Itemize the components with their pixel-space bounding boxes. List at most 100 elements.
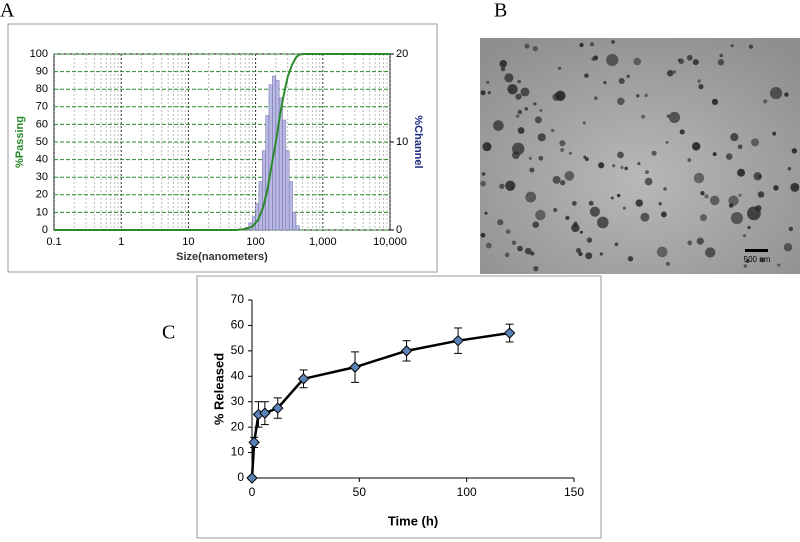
particle	[497, 219, 504, 226]
y-tick-label: 20	[36, 189, 48, 201]
particle	[711, 98, 719, 105]
particle	[717, 59, 725, 66]
particle	[641, 114, 646, 119]
particle	[787, 167, 792, 171]
particle	[666, 114, 670, 118]
particle	[738, 193, 742, 197]
particle	[784, 92, 789, 97]
particle	[524, 43, 530, 49]
y-tick-label: 70	[36, 101, 48, 113]
particle	[651, 150, 657, 156]
particle	[750, 138, 759, 147]
cumulative-line	[54, 53, 390, 231]
particle	[505, 180, 516, 191]
particle	[658, 202, 662, 206]
y-axis-label: %Passing	[14, 116, 26, 168]
particle	[730, 44, 734, 48]
y-axis-label: % Released	[211, 353, 226, 425]
y-tick-label: 0	[42, 224, 48, 236]
particle	[667, 70, 674, 77]
x-axis-label: Time (h)	[388, 513, 438, 528]
particle	[704, 194, 709, 199]
particle	[515, 93, 522, 100]
particle	[699, 214, 707, 222]
particle	[773, 185, 779, 191]
particle	[504, 73, 514, 83]
micrograph	[480, 38, 800, 274]
particle	[588, 200, 594, 206]
histogram-bar	[292, 212, 297, 231]
particle	[584, 73, 589, 78]
particle	[617, 193, 621, 198]
y-tick-label: 50	[36, 136, 48, 148]
histogram-bar	[285, 150, 290, 231]
histogram-bar	[282, 119, 287, 231]
particle	[598, 162, 605, 169]
particle	[538, 155, 544, 161]
y-tick-label: 100	[30, 48, 48, 60]
particle	[617, 151, 624, 159]
particle	[484, 211, 488, 215]
marker	[272, 402, 284, 414]
particle	[524, 247, 532, 255]
particle	[596, 216, 609, 229]
particle	[672, 70, 677, 74]
particle	[668, 111, 681, 123]
particle	[539, 109, 543, 113]
particle	[512, 142, 525, 156]
particle	[663, 187, 667, 191]
y-tick-label: 60	[231, 318, 245, 332]
particle	[791, 148, 798, 154]
particle	[665, 261, 670, 266]
particle	[705, 247, 716, 258]
particle	[537, 133, 546, 142]
particle	[660, 211, 667, 218]
particle	[783, 243, 793, 252]
x-tick-label: 1,000	[309, 236, 337, 248]
particle	[517, 109, 523, 115]
particle	[584, 157, 589, 162]
x-tick-label: 1	[118, 236, 124, 248]
particle	[686, 54, 693, 61]
particle	[644, 170, 649, 175]
y-tick-label: 90	[36, 66, 48, 78]
particle	[493, 120, 504, 131]
particle	[725, 153, 733, 160]
particle	[763, 99, 768, 104]
x-tick-label: 0.1	[46, 236, 61, 248]
y-tick-label: 40	[231, 368, 245, 382]
particle	[730, 133, 739, 142]
particle	[790, 182, 800, 192]
particle	[618, 77, 625, 85]
particle	[480, 90, 486, 96]
particle	[637, 161, 641, 166]
histogram-bar	[268, 84, 273, 231]
particle	[571, 223, 580, 233]
particle	[626, 74, 630, 78]
y-tick-label: 80	[36, 83, 48, 95]
panel-c-frame	[196, 275, 602, 539]
particle	[772, 131, 777, 136]
x-tick-label: 10,000	[373, 236, 407, 248]
scale-bar	[745, 249, 768, 252]
particle	[759, 257, 765, 263]
particle	[586, 237, 593, 243]
particle	[529, 167, 535, 173]
particle	[557, 66, 562, 70]
particle	[517, 127, 525, 134]
particle	[507, 84, 518, 95]
particle	[534, 116, 542, 124]
tem-image	[480, 38, 800, 274]
particle	[617, 97, 625, 106]
particle	[560, 148, 565, 152]
particle	[614, 242, 619, 247]
panel-label: A	[0, 0, 15, 22]
particle	[748, 44, 753, 49]
x-axis-label: Size(nanometers)	[176, 251, 268, 263]
scale-bar-label: 500 nm	[744, 255, 771, 264]
particle	[620, 165, 624, 170]
histogram-bar	[265, 115, 270, 231]
particle	[585, 252, 593, 260]
particle	[499, 183, 505, 189]
particle	[528, 156, 532, 160]
